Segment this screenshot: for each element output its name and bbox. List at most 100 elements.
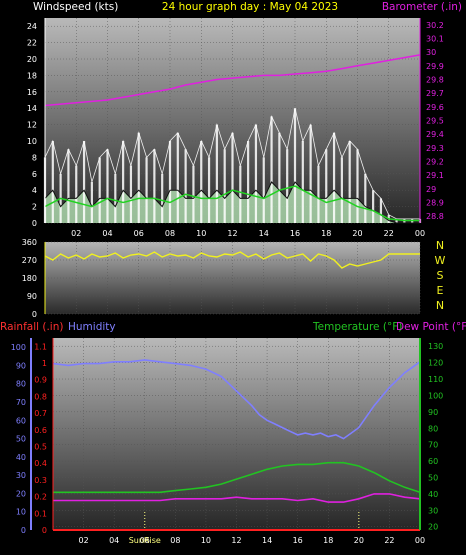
compass-label: S — [437, 269, 444, 282]
wind-direction-line — [44, 251, 420, 269]
humidity-tick-label: 80 — [16, 380, 26, 389]
temperature-tick-label: 100 — [428, 391, 443, 400]
wind-y-tick-label: 8 — [32, 153, 37, 162]
rainfall-label: Rainfall (.in) — [0, 321, 63, 333]
compass-label: N — [436, 299, 444, 312]
wind-y-tick-label: 0 — [32, 219, 37, 228]
wind-panel-series — [43, 54, 422, 224]
temperature-tick-label: 110 — [428, 375, 443, 384]
wind-panel-axes: 02468101214161820222428.828.92929.129.22… — [27, 18, 444, 238]
humidity-tick-label: 90 — [16, 361, 26, 370]
humidity-x-tick-label: 06 — [140, 536, 150, 545]
wind-y-tick-label: 18 — [27, 71, 37, 80]
rainfall-tick-label: 0.7 — [34, 409, 47, 418]
humidity-tick-label: 70 — [16, 398, 26, 407]
humidity-x-tick-label: 14 — [262, 536, 272, 545]
humidity-tick-label: 10 — [16, 508, 26, 517]
wind-y-tick-label: 4 — [32, 186, 37, 195]
wind-x-tick-label: 20 — [352, 229, 362, 238]
direction-tick-label: 0 — [32, 310, 37, 319]
barometer-tick-label: 30.2 — [426, 21, 444, 30]
humidity-x-tick-label: 12 — [231, 536, 241, 545]
wind-x-tick-label: 06 — [134, 229, 144, 238]
barometer-tick-label: 29.7 — [426, 89, 444, 98]
compass-label: E — [437, 284, 444, 297]
temperature-tick-label: 80 — [428, 424, 438, 433]
temperature-tick-label: 40 — [428, 490, 438, 499]
humidity-x-tick-label: 18 — [323, 536, 333, 545]
barometer-tick-label: 29.5 — [426, 117, 444, 126]
wind-x-tick-label: 16 — [290, 229, 300, 238]
humidity-tick-label: 40 — [16, 453, 26, 462]
humidity-line — [52, 359, 421, 440]
rainfall-tick-label: 0 — [42, 526, 47, 535]
wind-y-tick-label: 12 — [27, 121, 37, 130]
barometer-tick-label: 29.9 — [426, 62, 444, 71]
humidity-tick-label: 60 — [16, 416, 26, 425]
wind-x-tick-label: 12 — [227, 229, 237, 238]
rainfall-tick-label: 0.3 — [34, 476, 47, 485]
wind-y-tick-label: 14 — [27, 104, 37, 113]
humidity-x-tick-label: 16 — [293, 536, 303, 545]
direction-panel-gridlines — [45, 241, 421, 315]
temperature-tick-label: 20 — [428, 523, 438, 532]
wind-y-tick-label: 20 — [27, 55, 37, 64]
temperature-tick-label: 90 — [428, 408, 438, 417]
barometer-tick-label: 29.4 — [426, 130, 444, 139]
wind-x-tick-label: 18 — [321, 229, 331, 238]
direction-tick-label: 180 — [22, 274, 37, 283]
rainfall-tick-label: 0.8 — [34, 392, 47, 401]
barometer-tick-label: 29 — [426, 185, 436, 194]
wind-x-tick-label: 08 — [165, 229, 175, 238]
compass-label: N — [436, 239, 444, 252]
rainfall-tick-label: 0.5 — [34, 443, 47, 452]
humidity-x-tick-label: 10 — [201, 536, 211, 545]
humidity-tick-label: 0 — [21, 526, 26, 535]
humidity-tick-label: 100 — [11, 343, 26, 352]
direction-panel-series — [44, 251, 420, 269]
humidity-panel-axes: 2030405060708090100110120130010203040506… — [11, 338, 443, 545]
barometer-tick-label: 29.1 — [426, 171, 444, 180]
temperature-tick-label: 70 — [428, 441, 438, 450]
windspeed-label: Windspeed (kts) — [33, 1, 118, 13]
sunrise-label: SunRise — [129, 536, 161, 545]
humidity-label: Humidity — [68, 321, 116, 333]
rainfall-tick-label: 0.1 — [34, 509, 47, 518]
rainfall-tick-label: 0.2 — [34, 493, 47, 502]
compass-label: W — [435, 254, 446, 267]
rainfall-tick-label: 0.4 — [34, 459, 47, 468]
barometer-label: Barometer (.in) — [382, 1, 462, 13]
barometer-tick-label: 30.1 — [426, 35, 444, 44]
temperature-line — [53, 461, 421, 494]
humidity-x-tick-label: 08 — [170, 536, 180, 545]
wind-y-tick-label: 2 — [32, 203, 37, 212]
barometer-tick-label: 29.8 — [426, 76, 444, 85]
barometer-tick-label: 29.2 — [426, 158, 444, 167]
humidity-x-tick-label: 20 — [354, 536, 364, 545]
wind-green-line — [44, 185, 420, 222]
wind-x-tick-label: 04 — [102, 229, 112, 238]
rainfall-tick-label: 0.9 — [34, 376, 47, 385]
direction-tick-label: 360 — [22, 238, 37, 247]
graph-title: 24 hour graph day : May 04 2023 — [162, 1, 338, 13]
humidity-x-tick-label: 02 — [78, 536, 88, 545]
direction-tick-label: 90 — [27, 292, 37, 301]
barometer-tick-label: 29.3 — [426, 144, 444, 153]
rainfall-tick-label: 1.1 — [34, 342, 47, 351]
wind-y-tick-label: 6 — [32, 170, 37, 179]
barometer-tick-label: 28.8 — [426, 212, 444, 221]
temperature-tick-label: 60 — [428, 457, 438, 466]
wind-y-tick-label: 24 — [27, 22, 37, 31]
rainfall-tick-label: 0.6 — [34, 426, 47, 435]
wind-y-tick-label: 16 — [27, 88, 37, 97]
humidity-x-tick-label: 00 — [415, 536, 425, 545]
humidity-panel-series — [52, 359, 421, 531]
barometer-tick-label: 30 — [426, 48, 436, 57]
direction-tick-label: 270 — [22, 256, 37, 265]
wind-x-tick-label: 00 — [415, 229, 425, 238]
temperature-label: Temperature (°F) — [312, 321, 402, 333]
barometer-tick-label: 28.9 — [426, 199, 444, 208]
humidity-tick-label: 20 — [16, 489, 26, 498]
